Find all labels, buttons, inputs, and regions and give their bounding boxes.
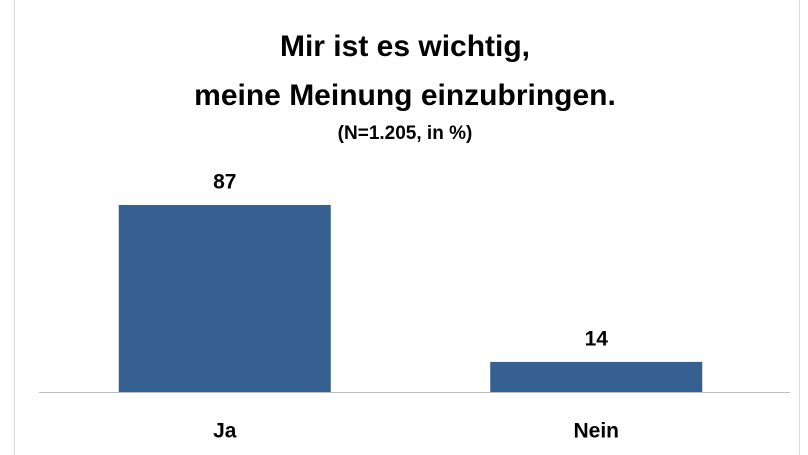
chart-title: Mir ist es wichtig, [280,30,530,63]
bar [490,361,703,392]
value-label: 14 [585,327,609,350]
value-label: 87 [213,170,236,193]
chart-subtitle: (N=1.205, in %) [338,123,473,144]
x-tick-label: Nein [573,420,619,443]
x-tick-label: Ja [213,420,237,443]
chart-title: meine Meinung einzubringen. [194,79,616,112]
bar [118,204,331,392]
